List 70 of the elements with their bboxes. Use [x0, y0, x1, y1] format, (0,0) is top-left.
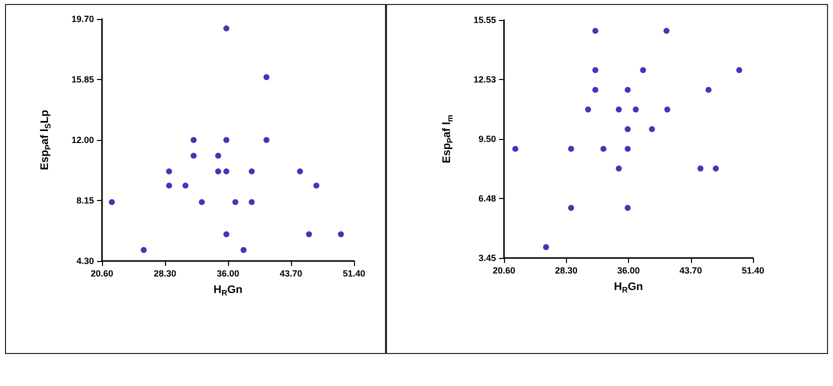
point	[313, 182, 320, 189]
point	[624, 146, 631, 152]
point	[712, 166, 719, 172]
y-axis-title: EspPaf lm	[441, 114, 454, 164]
point	[248, 199, 255, 206]
point	[736, 67, 742, 74]
point	[664, 28, 670, 34]
point	[592, 86, 598, 93]
y-axis-title: EspPaf lSLp	[39, 110, 52, 170]
point	[232, 199, 238, 206]
x-tick-label: 20.60	[492, 266, 516, 276]
x-tick-label: 28.30	[554, 266, 578, 276]
point	[592, 28, 598, 34]
point	[263, 74, 270, 80]
x-tick-label: 36.00	[617, 266, 640, 276]
point	[223, 137, 230, 143]
point	[198, 199, 205, 206]
y-tick-label: 3.45	[478, 253, 496, 263]
y-tick-label: 15.55	[473, 15, 496, 25]
point	[512, 146, 518, 152]
point	[140, 247, 147, 253]
point	[706, 86, 712, 93]
point	[240, 247, 247, 253]
x-tick-label: 43.70	[280, 268, 302, 278]
point	[215, 168, 222, 174]
y-tick-label: 19.70	[71, 14, 94, 24]
point	[248, 168, 255, 174]
point	[697, 166, 704, 172]
y-tick-label: 12.53	[473, 74, 496, 84]
point	[664, 106, 670, 112]
point	[640, 67, 646, 74]
point	[190, 137, 197, 143]
point	[624, 204, 631, 211]
point	[223, 231, 230, 238]
point	[263, 137, 270, 143]
point	[585, 106, 592, 112]
x-tick-label: 51.40	[742, 266, 764, 276]
point	[190, 152, 197, 159]
x-tick-label: 20.60	[90, 268, 114, 278]
point	[648, 126, 655, 132]
point	[616, 106, 622, 112]
x-tick-label: 36.00	[216, 268, 240, 278]
y-tick-label: 8.15	[76, 196, 94, 206]
y-tick-label: 12.00	[71, 135, 94, 145]
point	[223, 168, 230, 174]
point	[306, 231, 312, 238]
point	[592, 67, 598, 74]
point	[182, 182, 188, 189]
point	[624, 126, 631, 132]
y-tick-label: 4.30	[76, 256, 94, 266]
point	[568, 204, 574, 211]
point	[166, 168, 172, 174]
x-tick-label: 28.30	[154, 268, 176, 278]
point	[338, 231, 344, 238]
y-tick-label: 9.50	[478, 134, 496, 144]
point	[223, 25, 230, 32]
y-tick-label: 15.85	[71, 74, 94, 84]
point	[166, 182, 172, 189]
point	[568, 146, 574, 152]
y-tick-label: 6.48	[478, 193, 496, 204]
x-tick-label: 43.70	[679, 266, 702, 276]
point	[297, 168, 303, 174]
point	[108, 199, 115, 206]
point	[616, 166, 622, 172]
point	[624, 86, 631, 93]
point	[215, 152, 222, 159]
point	[600, 146, 606, 152]
point	[632, 106, 639, 112]
x-tick-label: 51.40	[342, 268, 366, 278]
point	[543, 244, 550, 250]
